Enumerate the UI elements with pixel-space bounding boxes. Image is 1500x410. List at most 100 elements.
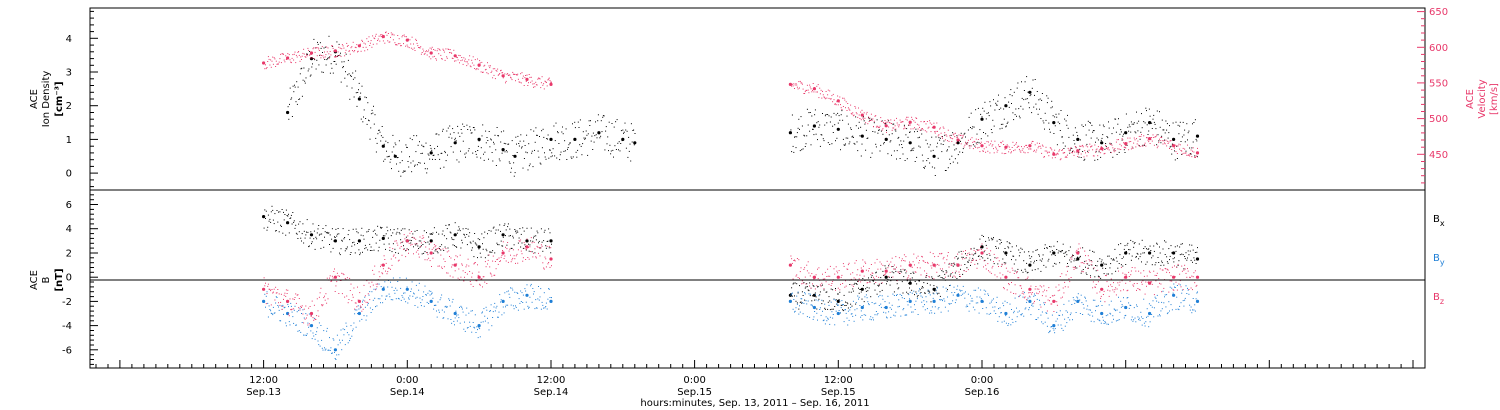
scatter-dot [793, 299, 795, 300]
scatter-dot [402, 171, 404, 173]
scatter-dot [484, 261, 486, 263]
scatter-dot [908, 275, 910, 277]
scatter-dot [292, 85, 294, 87]
scatter-dot [569, 142, 571, 144]
scatter-dot [465, 61, 467, 63]
scatter-dot [951, 263, 953, 265]
scatter-dot [509, 228, 511, 230]
scatter-dot [352, 72, 354, 74]
scatter-dot [490, 230, 492, 232]
scatter-dot [283, 298, 284, 300]
scatter-dot [341, 239, 343, 241]
scatter-dot [283, 294, 285, 296]
scatter-dot [275, 230, 277, 231]
scatter-dot [880, 120, 882, 122]
scatter-dot [853, 283, 855, 285]
scatter-dot [1009, 94, 1011, 96]
scatter-dot [339, 275, 340, 277]
scatter-dot [1119, 133, 1121, 135]
scatter-dot [316, 331, 318, 333]
scatter-dot [968, 252, 970, 254]
scatter-dot [899, 271, 901, 272]
scatter-dot [1135, 321, 1137, 323]
scatter-dot [419, 246, 421, 248]
scatter-dot [796, 283, 798, 285]
scatter-dot [485, 130, 487, 132]
scatter-dot [925, 275, 927, 277]
scatter-dot [1030, 314, 1032, 316]
scatter-dot [612, 149, 614, 151]
scatter-dot [958, 295, 960, 297]
scatter-dot [456, 320, 458, 322]
scatter-dot [818, 126, 820, 128]
y-tick-label: 1 [66, 135, 72, 146]
scatter-dot [878, 276, 880, 278]
scatter-dot [384, 42, 386, 44]
scatter-dot [931, 277, 933, 279]
scatter-dot [832, 132, 834, 133]
scatter-dot [1016, 87, 1018, 89]
scatter-dot [416, 42, 418, 44]
scatter-dot [410, 291, 412, 292]
scatter-dot [1161, 140, 1163, 142]
scatter-dot [1013, 150, 1015, 152]
scatter-dot [338, 43, 340, 45]
scatter-dot [294, 305, 296, 307]
scatter-dot [315, 68, 317, 70]
scatter-dot [1110, 151, 1112, 153]
scatter-dot [511, 167, 512, 169]
scatter-dot [1082, 303, 1084, 305]
scatter-dot [1055, 286, 1057, 288]
scatter-dot [812, 276, 814, 278]
scatter-dot [1057, 121, 1059, 123]
scatter-dot [1031, 87, 1033, 89]
scatter-dot [863, 118, 864, 120]
scatter-dot [523, 140, 525, 142]
scatter-dot [858, 296, 860, 298]
scatter-dot [1186, 154, 1188, 156]
scatter-dot [962, 151, 964, 153]
scatter-dot [906, 119, 908, 121]
scatter-dot [806, 270, 808, 272]
scatter-dot [1131, 123, 1133, 125]
scatter-dot [979, 129, 981, 131]
scatter-dot [949, 274, 951, 276]
scatter-dot [1066, 322, 1068, 324]
scatter-dot [1061, 250, 1063, 252]
scatter-dot [1001, 263, 1003, 265]
scatter-dot [998, 94, 999, 96]
scatter-dot [432, 297, 434, 299]
scatter-dot [972, 254, 974, 256]
scatter-dot [1005, 267, 1007, 269]
scatter-dot [840, 104, 841, 106]
scatter-dot [921, 128, 923, 130]
scatter-dot [490, 72, 492, 73]
scatter-dot [344, 278, 346, 280]
scatter-dot [980, 113, 982, 115]
scatter-dot [507, 242, 509, 243]
scatter-dot [1149, 115, 1151, 117]
scatter-dot [539, 162, 541, 164]
scatter-dot [458, 54, 460, 56]
scatter-dot [804, 91, 806, 93]
scatter-dot [1072, 254, 1073, 256]
scatter-dot [433, 244, 435, 246]
scatter-dot [409, 156, 410, 158]
scatter-dot [593, 141, 595, 143]
scatter-dot [295, 54, 297, 56]
scatter-dot [850, 291, 852, 293]
scatter-dot [927, 262, 929, 264]
scatter-dot [914, 121, 916, 123]
scatter-dot [322, 55, 324, 57]
scatter-dot [1151, 137, 1153, 138]
scatter-dot [461, 242, 463, 244]
scatter-dot [471, 331, 473, 333]
scatter-dot [1041, 321, 1043, 323]
scatter-dot [1109, 142, 1111, 144]
scatter-dot [304, 334, 306, 336]
scatter-dot [272, 314, 274, 316]
scatter-dot [1105, 315, 1107, 317]
scatter-dot [413, 47, 415, 49]
scatter-dot [1015, 108, 1017, 110]
scatter-dot [365, 97, 367, 99]
